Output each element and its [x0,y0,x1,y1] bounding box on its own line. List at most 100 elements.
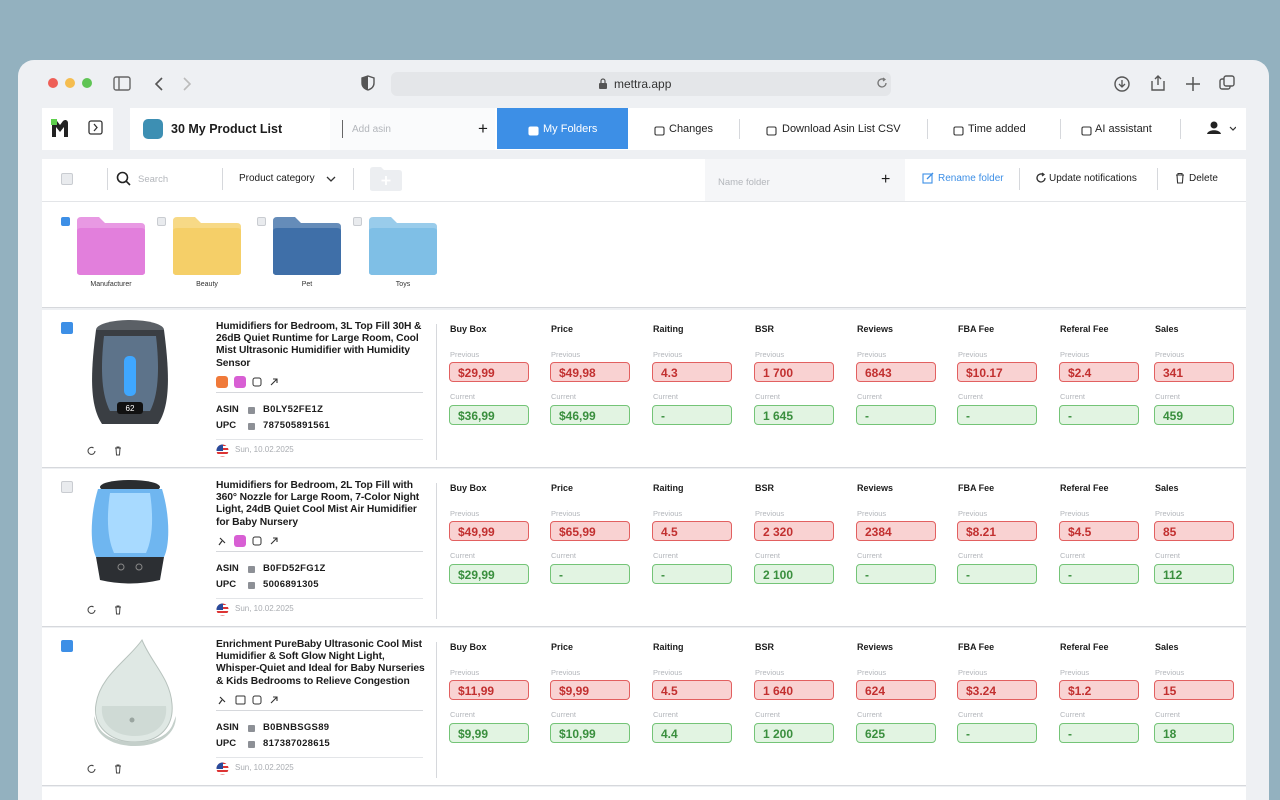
product-tags[interactable] [216,534,286,547]
current-value: 459 [1154,405,1234,425]
folder-name-input[interactable] [705,159,905,201]
list-title[interactable]: 30 My Product List [171,122,283,136]
product-checkbox[interactable] [61,481,73,493]
upc-label: UPC [216,420,237,431]
previous-value: $1.2 [1059,680,1139,700]
folder[interactable] [173,216,241,276]
close-button[interactable] [48,78,58,88]
reload-icon[interactable] [876,77,888,89]
toolbar-tab[interactable]: Download Asin List CSV [782,123,901,135]
add-asin-button[interactable]: + [478,119,488,138]
folder[interactable] [77,216,145,276]
product-title[interactable]: Humidifiers for Bedroom, 3L Top Fill 30H… [216,321,422,369]
previous-label: Previous [1060,668,1090,677]
current-label: Current [653,551,679,560]
current-label: Current [1060,392,1086,401]
user-menu[interactable] [1206,121,1236,137]
product-row [42,310,1246,468]
delete-button[interactable]: Delete [1189,173,1218,184]
metric-header: Reviews [857,324,894,334]
row-actions-graphic [87,446,121,456]
metric-header: BSR [755,324,775,334]
separator [107,168,108,190]
asin-label: ASIN [216,563,239,574]
folder[interactable] [369,216,437,276]
address-bar[interactable] [391,72,891,96]
copy-icon[interactable] [248,423,255,430]
previous-value: $3.24 [957,680,1037,700]
date-added: Sun, 10.02.2025 [235,604,294,613]
previous-value: 15 [1154,680,1234,700]
toolbar-tab[interactable]: Time added [968,123,1026,135]
current-value: - [957,564,1037,584]
current-value: - [1059,405,1139,425]
toolbar-tab[interactable]: My Folders [543,123,598,135]
nav-icons[interactable] [112,74,212,94]
separator [222,168,223,190]
rename-folder-button[interactable]: Rename folder [938,173,1004,184]
metric-header: Referal Fee [1060,324,1109,334]
logo[interactable] [51,118,111,140]
minimize-button[interactable] [65,78,75,88]
add-asin-input[interactable] [330,108,495,150]
asin-label: ASIN [216,722,239,733]
current-value: $46,99 [550,405,630,425]
folder[interactable] [273,216,341,276]
zoom-button[interactable] [82,78,92,88]
update-notifications-button[interactable]: Update notifications [1049,173,1137,184]
product-checkbox[interactable] [61,322,73,334]
current-label: Current [450,392,476,401]
previous-value: $29,99 [449,362,529,382]
divider [216,439,423,440]
previous-label: Previous [653,350,683,359]
folder-checkbox[interactable] [353,217,362,226]
new-folder-icon[interactable] [369,166,403,192]
metric-header: Sales [1155,324,1179,334]
metric-header: Buy Box [450,324,487,334]
asin-value: B0LY52FE1Z [263,404,324,415]
row-actions[interactable] [86,762,122,774]
product-tags-graphic [216,376,278,388]
select-all-checkbox[interactable] [61,173,73,185]
separator [927,119,928,139]
category-dropdown[interactable]: Product category [239,173,315,184]
previous-label: Previous [551,668,581,677]
previous-value: $49,98 [550,362,630,382]
toolbar-tab[interactable]: Changes [669,123,714,135]
copy-icon[interactable] [248,741,255,748]
search-input[interactable]: Search [138,174,169,185]
product-title[interactable]: Enrichment PureBaby Ultrasonic Cool Mist… [216,639,425,687]
folder-checkbox[interactable] [61,217,70,226]
previous-label: Previous [653,509,683,518]
product-checkbox[interactable] [61,640,73,652]
current-value: 1 200 [754,723,834,743]
copy-icon[interactable] [248,566,255,573]
product-tags-graphic [218,535,278,547]
product-tags[interactable] [216,693,286,705]
add-folder-button[interactable]: + [881,171,891,188]
product-image-graphic [91,480,169,584]
copy-icon[interactable] [248,725,255,732]
copy-icon[interactable] [248,582,255,589]
browser-actions[interactable] [1112,73,1242,95]
copy-icon[interactable] [248,407,255,414]
previous-label: Previous [1060,350,1090,359]
tab-icon-graphic [953,126,964,136]
product-title[interactable]: Humidifiers for Bedroom, 2L Top Fill wit… [216,480,420,528]
date-added: Sun, 10.02.2025 [235,445,294,454]
folder-checkbox[interactable] [157,217,166,226]
previous-value: 2 320 [754,521,834,541]
folder-checkbox[interactable] [257,217,266,226]
row-actions[interactable] [86,444,122,456]
toolbar-tab[interactable]: AI assistant [1095,123,1152,135]
previous-value: 4.5 [652,680,732,700]
previous-value: 1 640 [754,680,834,700]
row-actions[interactable] [86,603,122,615]
previous-label: Previous [1155,668,1185,677]
folder-name: Beauty [196,281,218,288]
previous-label: Previous [450,509,480,518]
previous-value: 4.5 [652,521,732,541]
my-folders-tab[interactable] [497,108,628,149]
product-tags[interactable] [216,375,286,388]
previous-label: Previous [1060,509,1090,518]
